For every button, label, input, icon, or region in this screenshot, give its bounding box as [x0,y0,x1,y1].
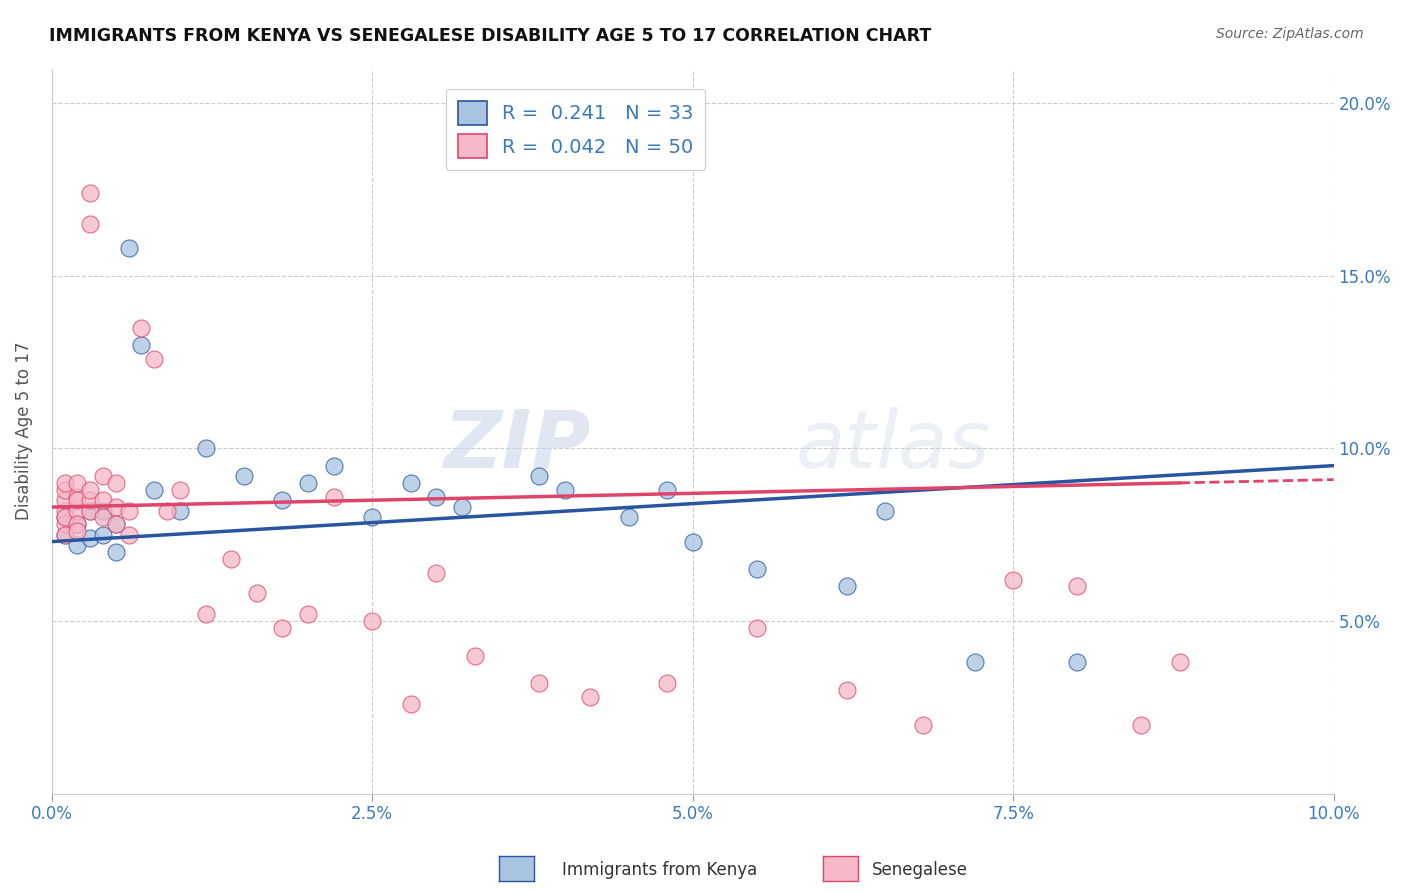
Point [1066,579,1088,593]
Point [118,527,141,541]
Point [527,676,550,690]
Point [91,503,114,517]
Point [682,534,704,549]
Point [118,241,141,255]
Point [79,186,101,200]
Point [79,493,101,508]
Point [66,475,89,490]
Point [425,490,447,504]
Point [271,621,294,635]
Point [53,527,76,541]
Point [104,517,127,532]
Point [1168,656,1191,670]
Point [53,517,76,532]
Text: Senegalese: Senegalese [872,861,967,879]
Point [297,607,319,621]
Point [451,500,474,514]
Point [233,469,256,483]
Point [53,503,76,517]
Point [464,648,486,663]
Point [322,490,344,504]
Point [425,566,447,580]
Point [91,493,114,508]
Legend: R =  0.241   N = 33, R =  0.042   N = 50: R = 0.241 N = 33, R = 0.042 N = 50 [446,89,706,169]
Point [143,483,166,497]
Point [79,217,101,231]
Point [79,503,101,517]
Point [835,683,858,698]
Point [194,607,217,621]
Point [399,697,422,711]
Point [1002,573,1025,587]
Point [361,614,384,628]
Point [79,503,101,517]
Point [1066,656,1088,670]
Point [156,503,179,517]
Point [322,458,344,473]
Point [66,517,89,532]
Point [655,676,678,690]
Point [835,579,858,593]
Point [745,562,768,576]
Point [91,527,114,541]
Point [399,475,422,490]
Y-axis label: Disability Age 5 to 17: Disability Age 5 to 17 [15,342,32,520]
Point [79,531,101,545]
Point [1130,717,1153,731]
Point [655,483,678,497]
Point [297,475,319,490]
Point [169,503,191,517]
Point [246,586,269,600]
Point [53,493,76,508]
Point [91,510,114,524]
Point [527,469,550,483]
Text: Immigrants from Kenya: Immigrants from Kenya [562,861,758,879]
Point [66,524,89,539]
Point [963,656,986,670]
Point [104,475,127,490]
Point [53,510,76,524]
Point [169,483,191,497]
Point [104,517,127,532]
Point [131,320,153,334]
Point [912,717,935,731]
Point [66,493,89,508]
Point [143,351,166,366]
Point [53,483,76,497]
Point [53,510,76,524]
Point [53,475,76,490]
Point [553,483,575,497]
Point [118,503,141,517]
Point [66,503,89,517]
Text: atlas: atlas [796,407,990,484]
Point [79,483,101,497]
Point [53,527,76,541]
Point [617,510,640,524]
Point [271,493,294,508]
Point [66,517,89,532]
Point [745,621,768,635]
Text: IMMIGRANTS FROM KENYA VS SENEGALESE DISABILITY AGE 5 TO 17 CORRELATION CHART: IMMIGRANTS FROM KENYA VS SENEGALESE DISA… [49,27,931,45]
Point [66,490,89,504]
Point [219,552,242,566]
Point [194,442,217,456]
Text: ZIP: ZIP [443,407,591,484]
Point [579,690,602,704]
Point [873,503,896,517]
Point [104,545,127,559]
Point [104,500,127,514]
Text: Source: ZipAtlas.com: Source: ZipAtlas.com [1216,27,1364,41]
Point [131,338,153,352]
Point [361,510,384,524]
Point [91,469,114,483]
Point [66,538,89,552]
